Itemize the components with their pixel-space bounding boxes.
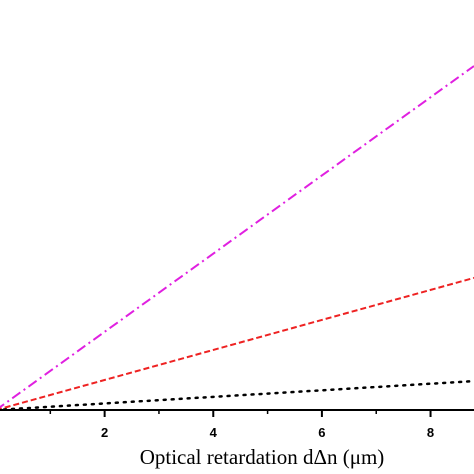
x-tick-label: 4 xyxy=(210,425,218,440)
x-axis-title: Optical retardation dΔn (μm) xyxy=(140,445,385,469)
series-line-2 xyxy=(0,276,474,410)
series-layer xyxy=(0,65,474,412)
x-tick-label: 8 xyxy=(427,425,434,440)
series-line-1 xyxy=(0,65,474,409)
x-ticks: 2 4 6 8 xyxy=(49,410,434,440)
series-line-3 xyxy=(0,379,474,412)
x-tick-label: 6 xyxy=(318,425,325,440)
x-tick-label: 2 xyxy=(101,425,108,440)
